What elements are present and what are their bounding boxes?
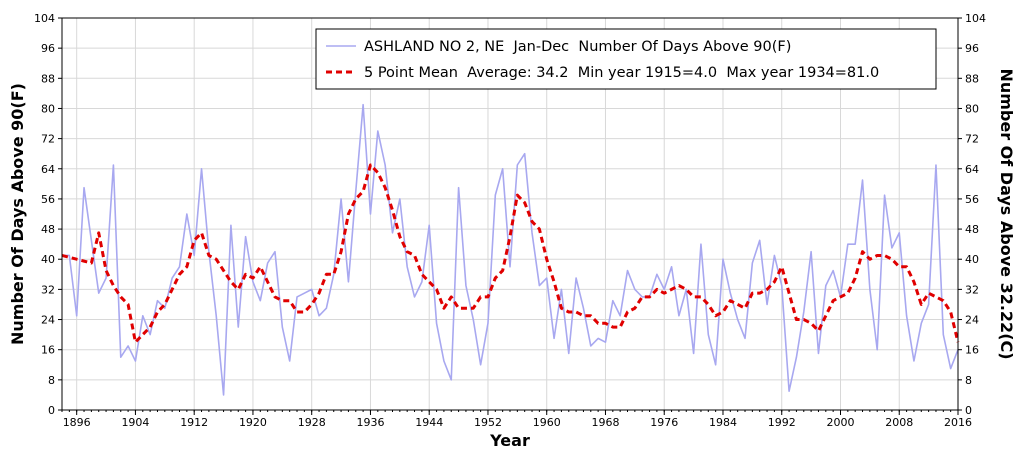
y-tick-label-right: 32 bbox=[965, 283, 979, 296]
x-axis-title: Year bbox=[489, 431, 530, 450]
x-tick-label: 1896 bbox=[63, 416, 91, 429]
y-tick-label-left: 96 bbox=[41, 42, 55, 55]
legend: ASHLAND NO 2, NE Jan-Dec Number Of Days … bbox=[315, 28, 937, 90]
series-line-mean bbox=[61, 163, 960, 344]
y-tick-label-right: 104 bbox=[965, 12, 986, 25]
y-tick-label-right: 8 bbox=[965, 374, 972, 387]
grid bbox=[62, 17, 959, 411]
y-axis-title-left: Number Of Days Above 90(F) bbox=[8, 83, 27, 345]
x-tick-label: 2000 bbox=[826, 416, 854, 429]
legend-box bbox=[315, 28, 937, 90]
y-tick-label-right: 80 bbox=[965, 102, 979, 115]
x-tick-label: 1976 bbox=[650, 416, 678, 429]
y-tick-label-left: 88 bbox=[41, 72, 55, 85]
x-tick-label: 1952 bbox=[474, 416, 502, 429]
y-tick-label-left: 72 bbox=[41, 133, 55, 146]
x-tick-label: 1936 bbox=[356, 416, 384, 429]
y-tick-label-left: 104 bbox=[34, 12, 55, 25]
y-axis-title-right: Number Of Days Above 32.22(C) bbox=[997, 68, 1016, 359]
x-tick-label: 1904 bbox=[121, 416, 149, 429]
y-tick-label-right: 24 bbox=[965, 314, 979, 327]
y-tick-label-right: 0 bbox=[965, 404, 972, 417]
y-tick-label-right: 72 bbox=[965, 133, 979, 146]
y-tick-label-left: 32 bbox=[41, 283, 55, 296]
series-layer bbox=[61, 103, 960, 396]
x-tick-label: 1944 bbox=[415, 416, 443, 429]
legend-label-annual: ASHLAND NO 2, NE Jan-Dec Number Of Days … bbox=[364, 39, 791, 55]
x-tick-label: 1920 bbox=[239, 416, 267, 429]
y-tick-label-left: 0 bbox=[48, 404, 55, 417]
x-tick-label: 1984 bbox=[709, 416, 737, 429]
y-tick-label-right: 88 bbox=[965, 72, 979, 85]
x-tick-label: 1992 bbox=[768, 416, 796, 429]
y-tick-label-left: 56 bbox=[41, 193, 55, 206]
y-tick-label-left: 80 bbox=[41, 102, 55, 115]
x-tick-label: 2016 bbox=[944, 416, 972, 429]
x-tick-label: 1928 bbox=[298, 416, 326, 429]
x-tick-label: 1912 bbox=[180, 416, 208, 429]
y-tick-label-left: 8 bbox=[48, 374, 55, 387]
y-tick-label-left: 16 bbox=[41, 344, 55, 357]
y-tick-label-right: 40 bbox=[965, 253, 979, 266]
y-tick-label-right: 96 bbox=[965, 42, 979, 55]
y-tick-label-left: 24 bbox=[41, 314, 55, 327]
y-tick-label-left: 48 bbox=[41, 223, 55, 236]
x-tick-label: 1960 bbox=[533, 416, 561, 429]
y-tick-label-right: 64 bbox=[965, 163, 979, 176]
y-tick-label-right: 48 bbox=[965, 223, 979, 236]
y-tick-label-right: 16 bbox=[965, 344, 979, 357]
series-line-annual bbox=[62, 103, 959, 396]
y-tick-label-left: 40 bbox=[41, 253, 55, 266]
x-tick-label: 1968 bbox=[591, 416, 619, 429]
x-tick-label: 2008 bbox=[885, 416, 913, 429]
y-tick-label-left: 64 bbox=[41, 163, 55, 176]
legend-label-mean: 5 Point Mean Average: 34.2 Min year 1915… bbox=[364, 65, 879, 81]
y-tick-label-right: 56 bbox=[965, 193, 979, 206]
